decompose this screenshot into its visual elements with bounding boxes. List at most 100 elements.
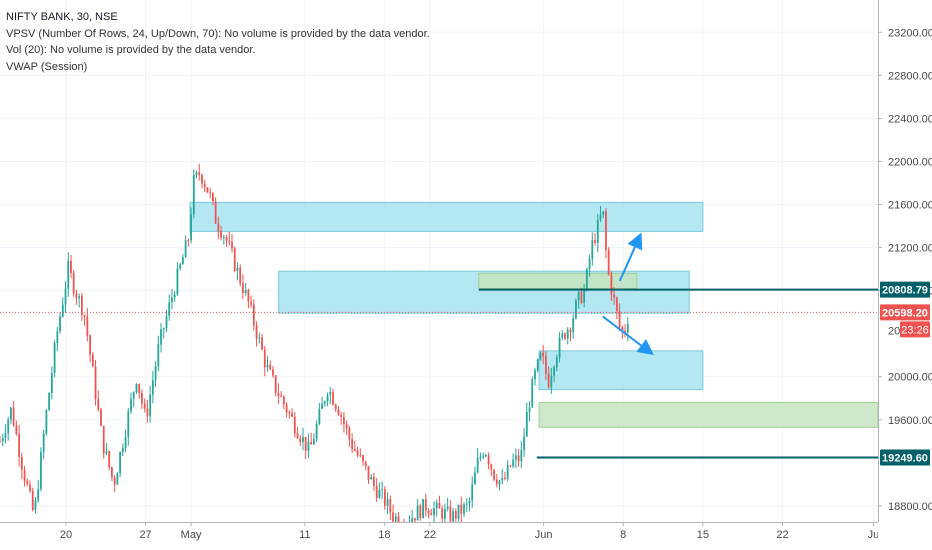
vpsv-indicator-label[interactable]: VPSV (Number Of Rows, 24, Up/Down, 70): … [6,27,430,40]
price-tick-label: 23200.00 [888,27,932,39]
candle-body [168,302,171,316]
candle-body [293,416,296,434]
candle-body [490,464,493,470]
time-tick-label: 27 [139,529,151,541]
candle-body [594,240,596,243]
candle-body [26,481,29,485]
arrow-shaft[interactable] [618,246,636,282]
candle-body [45,410,48,434]
candle-body [231,241,233,249]
candle-body [83,315,86,317]
candlestick-series [0,163,629,539]
candle-body [40,451,42,489]
candle-body [512,459,515,467]
candle-body [457,504,460,519]
price-tick-label: 18800.00 [888,501,932,513]
candle-body [386,499,389,506]
zone-blue[interactable] [189,201,704,232]
time-tick-label: 11 [299,529,310,541]
candle-body [181,257,184,265]
candle-body [624,330,626,333]
price-label: 20808.79 [882,285,928,297]
time-tick-label: 8 [620,529,626,541]
candle-body [274,375,277,393]
price-label: 20598.20 [882,307,928,319]
vwap-indicator-label[interactable]: VWAP (Session) [6,60,88,73]
candle-body [605,211,607,250]
candle-body [29,484,31,491]
candle-body [558,337,561,358]
candle-body [151,380,154,395]
candle-body [212,193,214,202]
candle-body [504,477,506,479]
candle-body [523,436,525,450]
candle-body [209,192,212,194]
candle-body [498,480,501,485]
candle-body [465,503,468,505]
candle-body [474,472,476,485]
candle-body [299,438,302,442]
candle-body [160,329,162,345]
drawing-zones [189,201,879,428]
candle-body [37,488,40,501]
candle-body [250,301,253,305]
candle-body [367,466,370,480]
candle-body [53,343,56,374]
candle-body [588,258,591,270]
axis-corner [878,522,932,550]
candle-body [435,502,438,509]
candle-body [242,283,244,294]
candle-body [20,456,23,470]
candle-body [296,433,299,439]
candle-body [7,419,10,434]
candle-body [378,489,381,498]
candle-body [329,392,332,396]
arrow-shaft[interactable] [602,315,642,347]
candle-body [222,237,225,239]
candle-body [56,331,59,344]
zone-blue[interactable] [538,350,704,391]
candle-body [441,508,444,519]
candle-body [411,518,414,523]
candle-body [116,473,119,485]
time-axis-bg [0,522,878,550]
zone-green[interactable] [478,272,638,289]
candle-body [176,268,179,295]
candle-body [373,477,375,486]
price-tick-label: 22400.00 [888,113,932,125]
arrow-head[interactable] [636,339,654,356]
arrow-head[interactable] [627,232,643,251]
candle-body [190,214,192,241]
candle-body [353,448,356,451]
candle-body [233,248,236,272]
candle-body [113,477,116,485]
time-tick-label: Ju [868,529,880,541]
candle-body [149,394,152,417]
price-tick-label: 21200.00 [888,243,932,255]
candle-body [23,469,26,482]
time-tick-label: 18 [378,529,390,541]
candle-body [111,467,113,478]
candle-body [569,329,572,333]
candle-body [179,264,182,269]
candle-body [506,465,509,479]
candle-body [493,469,495,480]
candle-body [86,316,89,336]
volume-indicator-label[interactable]: Vol (20): No volume is provided by the d… [6,44,256,56]
candle-body [351,439,354,449]
candle-body [501,477,504,481]
price-tick-label: 20000.00 [888,372,932,384]
candle-body [132,392,135,399]
symbol-title[interactable]: NIFTY BANK, 30, NSE [6,11,118,23]
candle-body [449,506,452,522]
candle-body [195,172,198,176]
candle-body [370,477,373,480]
zone-green[interactable] [538,402,879,428]
grid [0,0,878,522]
candle-body [345,423,348,428]
candle-body [18,433,21,457]
candle-body [105,451,108,454]
candle-body [206,187,209,193]
candle-body [520,449,523,462]
